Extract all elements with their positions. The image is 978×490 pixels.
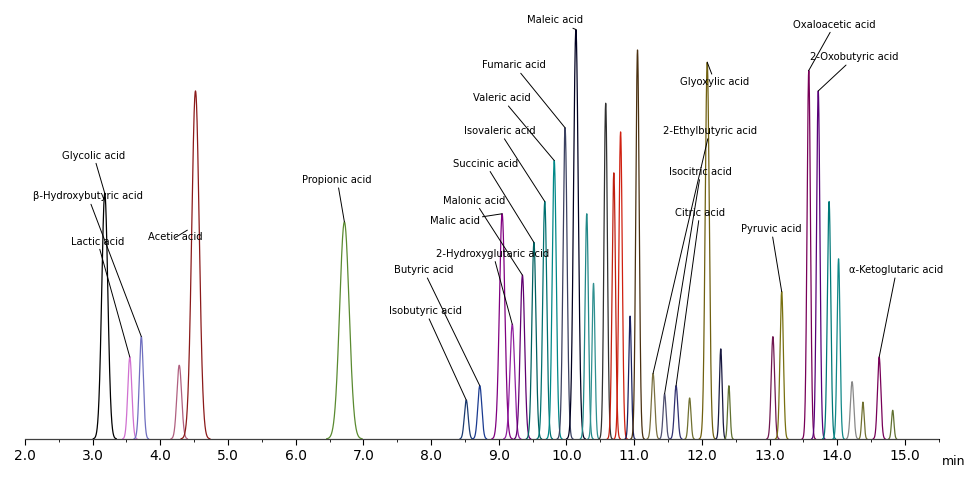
Text: 2-Hydroxyglutaric acid: 2-Hydroxyglutaric acid [436, 249, 550, 324]
Text: α-Ketoglutaric acid: α-Ketoglutaric acid [849, 265, 943, 357]
Text: Valeric acid: Valeric acid [472, 93, 554, 161]
Text: Glycolic acid: Glycolic acid [62, 150, 125, 193]
Text: Succinic acid: Succinic acid [452, 159, 533, 243]
Text: 2-Ethylbutyric acid: 2-Ethylbutyric acid [652, 126, 756, 373]
Text: Acetic acid: Acetic acid [148, 230, 202, 243]
Text: min: min [941, 455, 964, 467]
Text: Malic acid: Malic acid [429, 214, 502, 226]
Text: 2-Oxobutyric acid: 2-Oxobutyric acid [809, 52, 898, 91]
Text: Propionic acid: Propionic acid [302, 175, 372, 222]
Text: Fumaric acid: Fumaric acid [482, 60, 564, 128]
Text: Glyoxylic acid: Glyoxylic acid [680, 62, 748, 87]
Text: Citric acid: Citric acid [674, 208, 724, 386]
Text: β-Hydroxybutyric acid: β-Hydroxybutyric acid [33, 192, 143, 337]
Text: Isobutyric acid: Isobutyric acid [388, 306, 466, 400]
Text: Isovaleric acid: Isovaleric acid [463, 126, 544, 201]
Text: Pyruvic acid: Pyruvic acid [740, 224, 801, 292]
Text: Butyric acid: Butyric acid [393, 265, 479, 386]
Text: Oxaloacetic acid: Oxaloacetic acid [792, 20, 875, 71]
Text: Malonic acid: Malonic acid [443, 196, 522, 275]
Text: Lactic acid: Lactic acid [70, 237, 130, 357]
Text: Isocitric acid: Isocitric acid [664, 167, 732, 394]
Text: Maleic acid: Maleic acid [526, 16, 583, 29]
